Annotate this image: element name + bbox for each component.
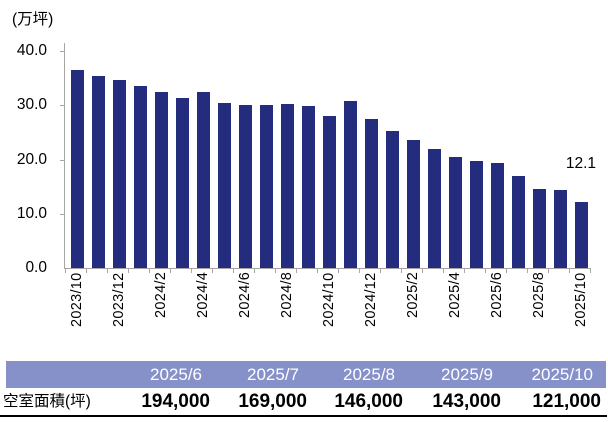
bar-2025/3 (428, 149, 441, 268)
bar-2025/8 (533, 189, 546, 268)
bar-2024/2 (155, 92, 168, 268)
x-tick-label: 2025/2 (405, 272, 421, 319)
y-tick-label: 10.0 (16, 205, 47, 222)
x-axis-tick (506, 269, 507, 273)
x-tick-label: 2025/10 (573, 272, 589, 327)
last-value-label: 12.1 (565, 155, 596, 172)
bar-2025/2 (407, 140, 420, 268)
x-axis-tick (275, 269, 276, 273)
x-tick-label: 2024/4 (195, 272, 211, 319)
bar-2024/6 (239, 105, 252, 268)
summary-table: 2025/6 2025/7 2025/8 2025/9 2025/10 空室面積(坪) 1… (0, 361, 608, 415)
bar-2025/9 (554, 190, 567, 268)
plot-area (65, 43, 590, 268)
x-tick-label: 2024/10 (321, 272, 337, 327)
x-axis-tick (401, 269, 402, 273)
bar-2024/10 (323, 116, 336, 268)
value-cell: 194,000 (141, 391, 210, 412)
header-cell: 2025/8 (343, 365, 395, 384)
x-tick-label: 2024/2 (153, 272, 169, 319)
x-axis-tick (443, 269, 444, 273)
bar-2023/11 (92, 76, 105, 268)
x-axis-tick (317, 269, 318, 273)
x-axis-tick (464, 269, 465, 273)
table-value-row: 空室面積(坪) 194,000 169,000 146,000 143,000 121,0… (0, 388, 606, 415)
x-axis-tick (380, 269, 381, 273)
x-axis-tick (191, 269, 192, 273)
bar-2024/7 (260, 105, 273, 268)
x-axis-tick (170, 269, 171, 273)
bar-2023/12 (113, 80, 126, 268)
value-cell: 121,000 (532, 391, 601, 412)
x-axis-tick (485, 269, 486, 273)
y-axis-tick (60, 51, 65, 52)
x-tick-label: 2024/12 (363, 272, 379, 327)
x-axis-tick (128, 269, 129, 273)
bar-2024/12 (365, 119, 378, 268)
header-cell: 2025/9 (441, 365, 493, 384)
x-axis-tick (233, 269, 234, 273)
x-tick-label: 2023/10 (69, 272, 85, 327)
x-axis-tick (65, 269, 66, 273)
value-cell: 169,000 (238, 391, 307, 412)
x-tick-label: 2025/8 (531, 272, 547, 319)
bar-2024/9 (302, 106, 315, 268)
bar-2024/8 (281, 104, 294, 268)
row-label: 空室面積(坪) (3, 393, 91, 410)
bar-2024/4 (197, 92, 210, 268)
x-tick-label: 2023/12 (111, 272, 127, 327)
x-axis-tick (422, 269, 423, 273)
table-bottom-border (0, 415, 607, 417)
x-tick-label: 2025/6 (489, 272, 505, 319)
bar-2024/3 (176, 98, 189, 268)
bar-2024/1 (134, 86, 147, 268)
x-axis-tick (296, 269, 297, 273)
x-tick-label: 2024/6 (237, 272, 253, 319)
bar-2023/10 (71, 70, 84, 268)
x-axis-line (64, 268, 591, 269)
y-axis-line (64, 43, 65, 269)
bar-2025/6 (491, 163, 504, 268)
bar-2025/10 (575, 202, 588, 268)
bar-2024/5 (218, 103, 231, 268)
x-axis-tick (86, 269, 87, 273)
y-tick-label: 30.0 (16, 96, 47, 113)
x-tick-label: 2024/8 (279, 272, 295, 319)
value-cell: 146,000 (334, 391, 403, 412)
x-axis-tick (254, 269, 255, 273)
bar-2025/4 (449, 157, 462, 268)
x-axis-tick (212, 269, 213, 273)
y-axis-unit-label: (万坪) (12, 11, 54, 28)
bar-2025/7 (512, 176, 525, 268)
x-axis-tick (107, 269, 108, 273)
y-axis-tick (60, 214, 65, 215)
x-axis-tick (548, 269, 549, 273)
header-cell-empty (6, 361, 118, 388)
x-tick-label: 2025/4 (447, 272, 463, 319)
y-axis-tick (60, 105, 65, 106)
x-axis-tick (338, 269, 339, 273)
y-tick-label: 20.0 (16, 151, 47, 168)
bar-2024/11 (344, 101, 357, 268)
x-axis-tick (149, 269, 150, 273)
y-tick-label: 40.0 (16, 42, 47, 59)
header-cell: 2025/6 (150, 365, 202, 384)
bar-2025/1 (386, 131, 399, 268)
x-axis-tick (569, 269, 570, 273)
x-axis-tick (359, 269, 360, 273)
table-header-row: 2025/6 2025/7 2025/8 2025/9 2025/10 (6, 361, 606, 388)
x-axis-tick (590, 269, 591, 273)
bar-2025/5 (470, 161, 483, 268)
y-tick-label: 0.0 (25, 259, 47, 276)
x-axis-tick (527, 269, 528, 273)
y-axis-tick (60, 160, 65, 161)
header-cell: 2025/10 (531, 365, 593, 384)
value-cell: 143,000 (432, 391, 501, 412)
header-cell: 2025/7 (247, 365, 299, 384)
